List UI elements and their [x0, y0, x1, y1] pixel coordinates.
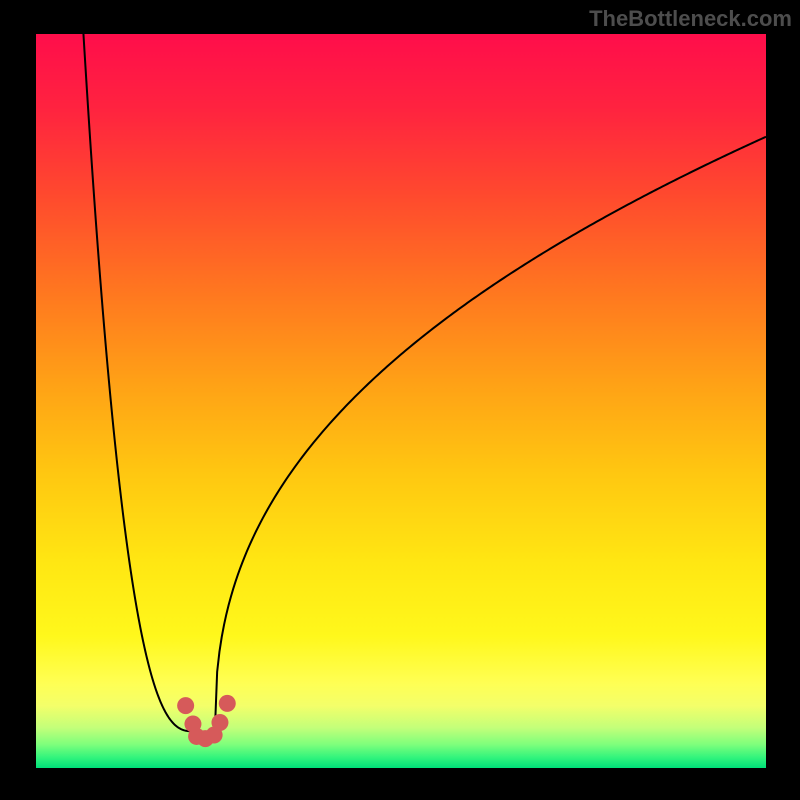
dip-marker — [177, 697, 194, 714]
dip-markers-group — [177, 695, 236, 747]
plot-area — [36, 34, 766, 768]
dip-marker — [219, 695, 236, 712]
bottleneck-curve-svg — [36, 34, 766, 768]
figure-container: TheBottleneck.com — [0, 0, 800, 800]
right-curve-line — [215, 137, 766, 732]
watermark-text: TheBottleneck.com — [589, 6, 792, 32]
dip-marker — [211, 714, 228, 731]
left-curve-line — [83, 34, 193, 731]
